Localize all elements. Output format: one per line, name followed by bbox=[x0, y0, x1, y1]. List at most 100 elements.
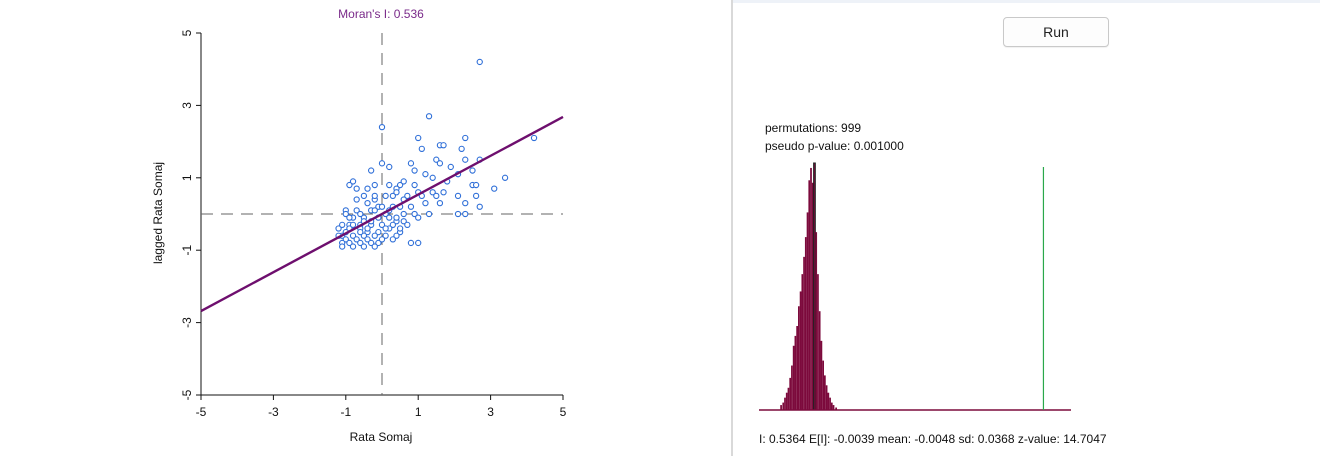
run-button[interactable]: Run bbox=[1003, 17, 1109, 47]
histogram-bar bbox=[822, 360, 824, 410]
scatter-point bbox=[349, 243, 357, 250]
histogram-bar bbox=[784, 397, 786, 410]
histogram-bar bbox=[804, 237, 807, 410]
scatter-point bbox=[339, 221, 346, 229]
scatter-point bbox=[411, 210, 418, 218]
scatter-point bbox=[415, 214, 422, 221]
scatter-point bbox=[364, 199, 371, 207]
histogram-bar bbox=[832, 405, 835, 410]
scatter-point bbox=[353, 236, 360, 243]
scatter-point bbox=[360, 243, 368, 250]
scatter-point bbox=[411, 181, 418, 189]
scatter-point bbox=[342, 210, 349, 218]
scatter-point bbox=[393, 214, 400, 221]
scatter-point bbox=[339, 243, 346, 250]
histogram-bar bbox=[785, 392, 788, 410]
scatter-point bbox=[335, 225, 342, 232]
scatter-point bbox=[382, 225, 389, 232]
moran-scatterplot-panel: Moran's I: 0.536 -5 -3 -1 1 3 5 -5 -3 -1 1 3 5 Rat… bbox=[151, 7, 567, 444]
scatter-point bbox=[378, 203, 386, 210]
histogram-bars bbox=[780, 162, 837, 411]
histogram-bar bbox=[810, 167, 812, 410]
scatter-point bbox=[357, 210, 364, 218]
scatter-point bbox=[393, 189, 400, 196]
histogram-bar bbox=[792, 345, 795, 410]
scatter-point bbox=[469, 167, 476, 174]
scatter-point bbox=[360, 192, 368, 200]
scatter-point bbox=[472, 181, 480, 189]
histogram-bar bbox=[803, 256, 805, 410]
histogram-bar bbox=[791, 365, 793, 410]
scatter-point bbox=[371, 243, 378, 250]
chart-title: Moran's I: 0.536 bbox=[338, 7, 424, 21]
histogram-bar bbox=[820, 340, 823, 410]
scatter-point bbox=[476, 58, 483, 66]
x-tick-label: 3 bbox=[487, 405, 494, 419]
scatter-point bbox=[491, 185, 498, 192]
x-tick-labels: -5 -3 -1 1 3 5 bbox=[196, 405, 567, 419]
scatter-point bbox=[433, 192, 440, 200]
y-axis-label: lagged Rata Somaj bbox=[151, 162, 165, 264]
scatter-point bbox=[462, 199, 469, 207]
scatter-point bbox=[400, 210, 407, 218]
scatter-point bbox=[462, 210, 469, 218]
scatter-point bbox=[393, 232, 400, 239]
scatter-point bbox=[371, 232, 378, 239]
scatter-point bbox=[357, 228, 364, 236]
histogram-bar bbox=[808, 180, 811, 410]
scatter-point bbox=[429, 189, 436, 196]
scatter-point bbox=[386, 214, 393, 221]
scatter-point bbox=[386, 181, 393, 189]
x-tick-label: 1 bbox=[415, 405, 422, 419]
scatter-point bbox=[415, 239, 422, 247]
scatter-point bbox=[407, 160, 415, 167]
scatter-point bbox=[422, 199, 429, 207]
scatter-point bbox=[382, 232, 389, 239]
panel-divider[interactable] bbox=[731, 0, 733, 456]
pseudo-p-value-text: pseudo p-value: 0.001000 bbox=[765, 139, 904, 153]
scatter-point bbox=[386, 163, 393, 171]
x-tick-label: -3 bbox=[268, 405, 279, 419]
scatter-point bbox=[346, 214, 353, 221]
scatter-point bbox=[425, 113, 433, 120]
scatter-point bbox=[378, 160, 386, 167]
scatter-point bbox=[433, 156, 440, 163]
x-tick-label: 5 bbox=[560, 405, 567, 419]
scatter-point bbox=[462, 156, 469, 163]
scatter-point bbox=[382, 192, 389, 200]
scatter-point bbox=[404, 221, 411, 229]
permutations-text: permutations: 999 bbox=[765, 121, 862, 135]
histogram-bar bbox=[794, 335, 797, 410]
scatter-point bbox=[425, 210, 433, 218]
scatter-point bbox=[407, 203, 415, 210]
histogram-bar bbox=[811, 182, 814, 410]
y-tick-labels: -5 -3 -1 1 3 5 bbox=[180, 29, 194, 400]
histogram-bar bbox=[818, 311, 821, 410]
scatter-points bbox=[335, 58, 538, 250]
x-tick-label: -5 bbox=[196, 405, 207, 419]
scatter-point bbox=[429, 174, 436, 181]
scatter-point bbox=[462, 134, 469, 142]
scatter-point bbox=[436, 199, 444, 207]
scatter-point bbox=[530, 134, 538, 142]
histogram-bar bbox=[830, 402, 833, 410]
scatter-point bbox=[378, 236, 386, 243]
y-tick-label: 3 bbox=[180, 102, 194, 109]
scatter-point bbox=[346, 181, 353, 189]
y-tick-label: 5 bbox=[180, 29, 194, 36]
histogram-bar bbox=[817, 274, 819, 410]
scatter-point bbox=[407, 239, 415, 247]
reference-distribution-histogram bbox=[759, 162, 1071, 411]
scatter-point bbox=[371, 181, 378, 189]
scatter-point bbox=[389, 221, 397, 229]
scatter-point bbox=[400, 178, 407, 185]
y-tick-label: -3 bbox=[180, 317, 194, 328]
scatter-point bbox=[476, 203, 483, 210]
scatter-point bbox=[418, 145, 425, 152]
histogram-bar bbox=[806, 212, 809, 410]
scatter-point bbox=[353, 185, 360, 192]
scatter-point bbox=[364, 185, 371, 192]
scatter-point bbox=[364, 236, 371, 243]
scatter-point bbox=[367, 167, 375, 174]
scatter-point bbox=[353, 196, 360, 203]
